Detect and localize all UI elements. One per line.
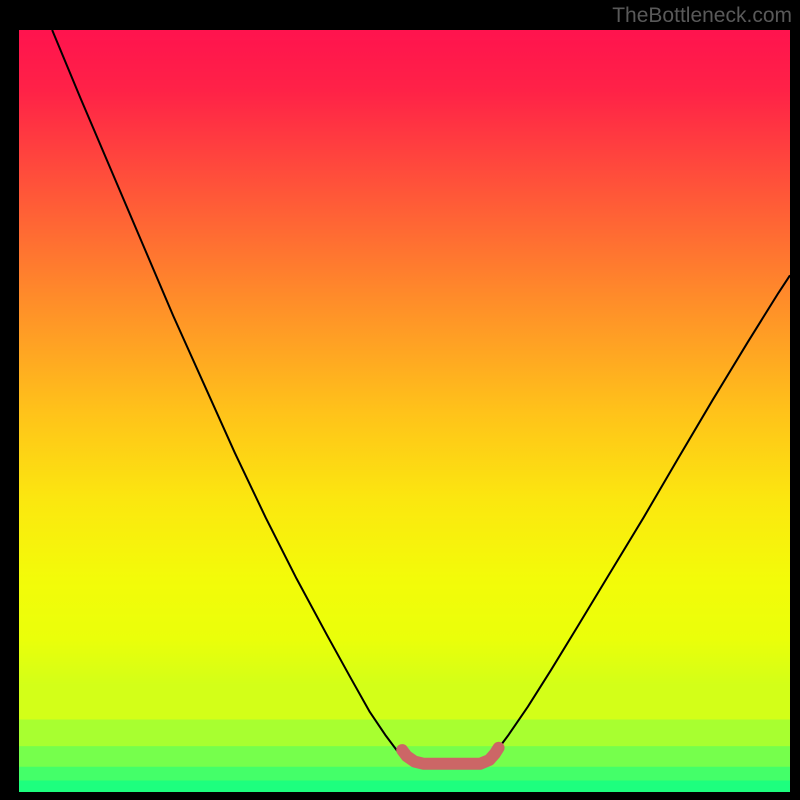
gradient-band [19, 767, 790, 781]
chart-container: TheBottleneck.com [0, 0, 800, 800]
gradient-band [19, 685, 790, 719]
attribution-label: TheBottleneck.com [612, 4, 792, 28]
bottleneck-chart [0, 0, 800, 800]
gradient-background [19, 30, 790, 792]
gradient-band [19, 781, 790, 792]
gradient-band [19, 720, 790, 747]
